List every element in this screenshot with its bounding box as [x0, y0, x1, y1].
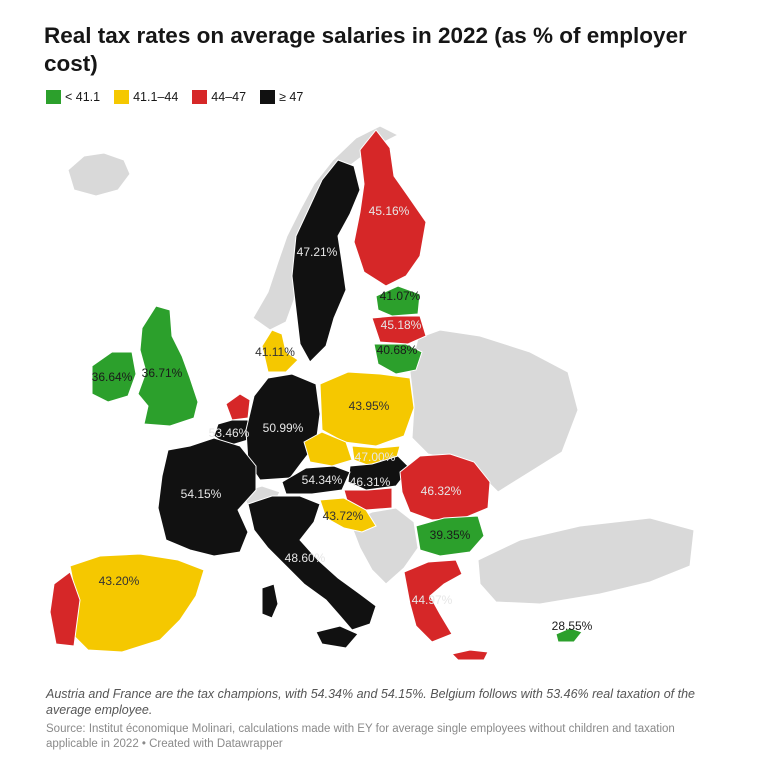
country-latvia [371, 315, 427, 345]
value-label-slovenia: 46.31% [350, 475, 391, 489]
value-label-france: 54.15% [181, 487, 222, 501]
value-label-belgium: 53.46% [209, 426, 250, 440]
region-iceland [67, 152, 131, 197]
legend-item-44-47: 44–47 [192, 90, 246, 104]
country-cyprus [555, 627, 583, 643]
country-crete [451, 649, 489, 661]
country-portugal [49, 571, 81, 647]
value-label-united-kingdom: 36.71% [142, 366, 183, 380]
legend-label: 41.1–44 [133, 90, 179, 104]
country-sardinia [261, 583, 279, 619]
country-sweden [291, 159, 361, 363]
country-czechia [303, 431, 353, 467]
chart-description: Austria and France are the tax champions… [46, 687, 695, 717]
country-sicily [315, 625, 359, 649]
value-label-poland: 43.95% [349, 399, 390, 413]
value-label-finland: 45.16% [369, 204, 410, 218]
europe-map: 36.64% 36.71% 47.21% 45.16% 41.07% 45.18% 40.6… [49, 125, 695, 661]
value-label-hungary: 47.00% [355, 450, 396, 464]
country-united-kingdom [137, 305, 199, 427]
value-label-bulgaria: 39.35% [430, 528, 471, 542]
value-label-latvia: 45.18% [381, 318, 422, 332]
legend: < 41.1 41.1–44 44–47 ≥ 47 [46, 90, 303, 104]
legend-item-41-44: 41.1–44 [114, 90, 178, 104]
value-label-lithuania: 40.68% [377, 343, 418, 357]
country-netherlands [225, 393, 251, 421]
region-eastern-europe [409, 329, 579, 493]
value-label-greece: 44.97% [412, 593, 453, 607]
value-label-sweden: 47.21% [297, 245, 338, 259]
countries [49, 129, 583, 661]
country-croatia [319, 497, 377, 533]
value-label-cyprus: 28.55% [552, 619, 593, 633]
legend-swatch-green [46, 90, 61, 104]
value-label-estonia: 41.07% [380, 289, 421, 303]
country-ireland [91, 351, 137, 403]
legend-swatch-yellow [114, 90, 130, 104]
value-label-spain: 43.20% [99, 574, 140, 588]
country-austria [281, 465, 351, 495]
value-label-romania: 46.32% [421, 484, 462, 498]
value-label-germany: 50.99% [263, 421, 304, 435]
region-turkey [477, 517, 695, 605]
chart-source: Source: Institut économique Molinari, ca… [46, 723, 675, 750]
country-spain [69, 553, 205, 653]
legend-label: < 41.1 [65, 90, 101, 104]
country-denmark [261, 329, 299, 373]
legend-swatch-black [260, 90, 276, 104]
legend-item-lt-41: < 41.1 [46, 90, 100, 104]
value-label-austria: 54.34% [302, 473, 343, 487]
legend-label: 44–47 [211, 90, 247, 104]
legend-swatch-red [192, 90, 208, 104]
value-label-italy: 48.60% [285, 551, 326, 565]
no-data-regions [67, 125, 695, 605]
country-bulgaria [415, 515, 485, 557]
legend-item-gte-47: ≥ 47 [260, 90, 303, 104]
chart-title: Real tax rates on average salaries in 20… [44, 23, 687, 76]
country-romania [399, 453, 491, 521]
legend-label: ≥ 47 [279, 90, 304, 104]
value-label-ireland: 36.64% [92, 370, 133, 384]
value-labels: 36.64% 36.71% 47.21% 45.16% 41.07% 45.18% 40.6… [92, 204, 593, 633]
country-estonia [375, 285, 421, 317]
country-finland [353, 129, 427, 287]
value-label-croatia: 43.72% [323, 509, 364, 523]
value-label-denmark: 41.11% [255, 345, 295, 359]
country-france [157, 437, 257, 557]
country-lithuania [373, 343, 423, 375]
country-greece [403, 559, 463, 643]
country-poland [319, 371, 415, 447]
country-italy [247, 495, 377, 631]
